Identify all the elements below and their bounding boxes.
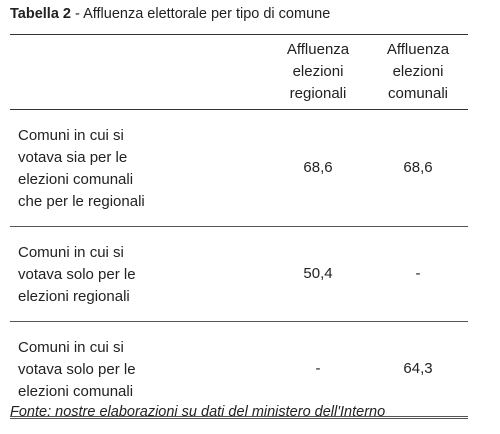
- row-label: Comuni in cui si votava solo per le elez…: [10, 227, 268, 322]
- row-label-line: Comuni in cui si: [18, 339, 124, 356]
- row-label-line: elezioni comunali: [18, 383, 134, 400]
- cell-regionali: 68,6: [303, 159, 333, 176]
- table-number: Tabella 2: [10, 6, 71, 22]
- table-title: Tabella 2 - Affluenza elettorale per tip…: [10, 4, 330, 24]
- header-comunali-line-2: elezioni: [392, 63, 444, 80]
- turnout-table: Affluenza elezioni regionali Affluenza e…: [10, 34, 468, 419]
- title-separator: -: [70, 6, 84, 22]
- row-label-line: votava solo per le: [18, 361, 136, 378]
- source-note: Fonte: nostre elaborazioni su dati del m…: [10, 404, 386, 420]
- title-text: Affluenza elettorale per tipo di comune: [83, 6, 331, 22]
- row-label-line: Comuni in cui si: [18, 127, 124, 144]
- header-empty-cell: [10, 35, 268, 110]
- header-row: Affluenza elezioni regionali Affluenza e…: [10, 34, 468, 110]
- cell-comunali: 68,6: [403, 159, 433, 176]
- table-body: Comuni in cui si votava sia per le elezi…: [10, 110, 468, 418]
- table-row: Comuni in cui si votava sia per le elezi…: [10, 110, 468, 227]
- row-label-line: votava sia per le: [18, 149, 128, 166]
- row-label-line: votava solo per le: [18, 266, 136, 283]
- header-comunali-line-3: comunali: [387, 85, 449, 102]
- header-regionali-line-1: Affluenza: [286, 41, 350, 58]
- cell-comunali: 64,3: [403, 360, 433, 377]
- table-row: Comuni in cui si votava solo per le elez…: [10, 322, 468, 418]
- header-regionali-line-3: regionali: [289, 85, 347, 102]
- table-row: Comuni in cui si votava solo per le elez…: [10, 227, 468, 322]
- header-regionali-line-2: elezioni: [292, 63, 344, 80]
- header-comunali: Affluenza elezioni comunali: [368, 35, 468, 110]
- cell-regionali: -: [315, 360, 321, 377]
- row-label: Comuni in cui si votava solo per le elez…: [10, 322, 268, 418]
- cell-regionali: 50,4: [303, 265, 333, 282]
- row-label: Comuni in cui si votava sia per le elezi…: [10, 110, 268, 227]
- row-label-line: elezioni regionali: [18, 288, 130, 305]
- table-header: Affluenza elezioni regionali Affluenza e…: [10, 34, 468, 110]
- row-label-line: elezioni comunali: [18, 171, 134, 188]
- header-comunali-line-1: Affluenza: [386, 41, 450, 58]
- cell-comunali: -: [415, 265, 421, 282]
- row-label-line: Comuni in cui si: [18, 244, 124, 261]
- row-label-line: che per le regionali: [18, 193, 145, 210]
- header-regionali: Affluenza elezioni regionali: [268, 35, 368, 110]
